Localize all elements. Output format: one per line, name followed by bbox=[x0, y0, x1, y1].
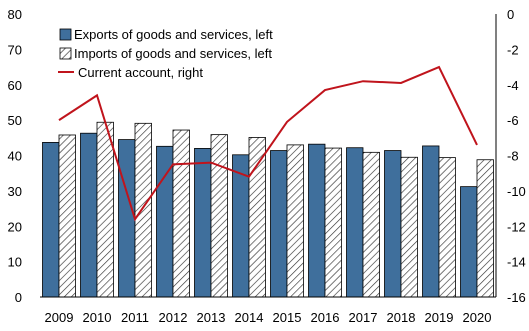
left-tick-label: 50 bbox=[8, 113, 22, 128]
left-tick-label: 60 bbox=[8, 78, 22, 93]
left-tick-label: 70 bbox=[8, 42, 22, 57]
x-tick-label: 2015 bbox=[273, 310, 302, 325]
bar-exports bbox=[270, 150, 288, 298]
x-tick-label: 2014 bbox=[235, 310, 264, 325]
bar-imports bbox=[324, 147, 342, 298]
left-axis-ticks: 0 10 20 30 40 50 60 70 80 bbox=[8, 7, 22, 305]
current-account-line bbox=[58, 65, 478, 222]
bar-exports bbox=[42, 142, 60, 298]
legend-item-current-account: Current account, right bbox=[58, 65, 203, 80]
x-tick-label: 2018 bbox=[387, 310, 416, 325]
x-tick-label: 2010 bbox=[83, 310, 112, 325]
legend-label-current-account: Current account, right bbox=[78, 65, 203, 80]
bar-imports bbox=[400, 156, 418, 298]
bar-exports bbox=[422, 145, 440, 298]
left-tick-label: 10 bbox=[8, 255, 22, 270]
left-tick-label: 80 bbox=[8, 7, 22, 22]
right-tick-label: -12 bbox=[507, 219, 526, 234]
x-axis-ticks: 2009 2010 2011 2012 2013 2014 2015 2016 2017 2018… bbox=[45, 310, 492, 325]
legend-label-imports: Imports of goods and services, left bbox=[74, 46, 272, 61]
legend-swatch-imports bbox=[59, 47, 72, 60]
bar-exports bbox=[384, 150, 402, 298]
right-tick-label: -4 bbox=[507, 78, 519, 93]
legend-item-exports: Exports of goods and services, left bbox=[59, 27, 273, 42]
x-tick-label: 2019 bbox=[425, 310, 454, 325]
right-tick-label: 0 bbox=[507, 7, 514, 22]
left-tick-label: 20 bbox=[8, 219, 22, 234]
bar-imports bbox=[362, 151, 380, 298]
right-tick-label: -16 bbox=[507, 290, 526, 305]
legend-label-exports: Exports of goods and services, left bbox=[74, 27, 273, 42]
bar-imports bbox=[134, 122, 152, 298]
left-tick-label: 30 bbox=[8, 184, 22, 199]
x-tick-label: 2011 bbox=[121, 310, 149, 325]
bar-imports bbox=[476, 159, 494, 298]
legend: Exports of goods and services, left Impo… bbox=[58, 27, 273, 80]
bar-imports bbox=[172, 129, 190, 298]
right-tick-label: -14 bbox=[507, 255, 526, 270]
bar-exports bbox=[308, 143, 326, 298]
left-tick-label: 40 bbox=[8, 149, 22, 164]
left-tick-label: 0 bbox=[15, 290, 22, 305]
legend-swatch-exports bbox=[59, 28, 72, 41]
bar-imports bbox=[248, 137, 266, 298]
x-tick-label: 2017 bbox=[349, 310, 378, 325]
x-tick-label: 2016 bbox=[311, 310, 340, 325]
bar-exports bbox=[346, 147, 364, 298]
bar-exports bbox=[80, 132, 98, 298]
bar-imports bbox=[58, 134, 76, 298]
bar-exports bbox=[460, 186, 478, 298]
x-tick-label: 2013 bbox=[197, 310, 226, 325]
bar-imports bbox=[438, 157, 456, 298]
bar-exports bbox=[194, 148, 212, 298]
bar-exports bbox=[118, 139, 136, 298]
right-tick-label: -2 bbox=[507, 42, 519, 57]
right-tick-label: -8 bbox=[507, 149, 519, 164]
bar-imports bbox=[286, 144, 304, 298]
right-tick-label: -10 bbox=[507, 184, 526, 199]
right-axis-ticks: 0 -2 -4 -6 -8 -10 -12 -14 -16 bbox=[507, 7, 526, 305]
line-current-account bbox=[58, 65, 478, 222]
x-tick-label: 2012 bbox=[159, 310, 188, 325]
bar-imports bbox=[96, 121, 114, 298]
bar-imports bbox=[210, 134, 228, 298]
right-tick-label: -6 bbox=[507, 113, 519, 128]
legend-item-imports: Imports of goods and services, left bbox=[59, 46, 272, 61]
x-tick-label: 2009 bbox=[45, 310, 74, 325]
x-tick-label: 2020 bbox=[463, 310, 492, 325]
